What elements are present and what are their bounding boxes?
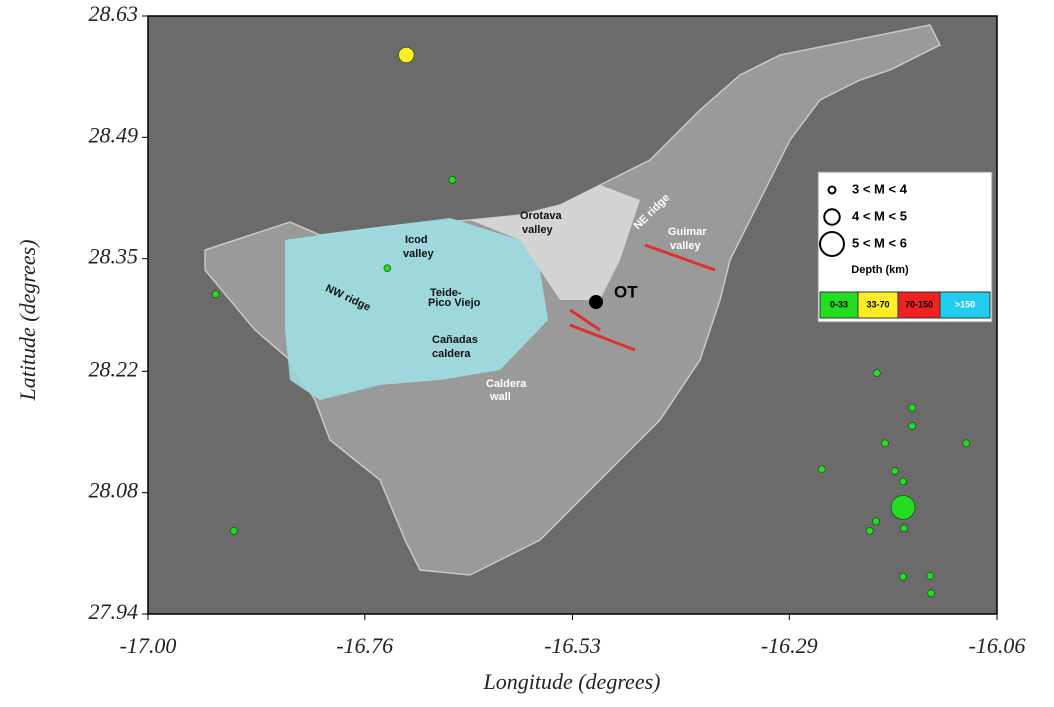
- annotation: valley: [670, 240, 701, 252]
- epicenter: [909, 404, 916, 411]
- epicenter: [873, 370, 880, 377]
- legend-label: 5 < M < 6: [852, 235, 907, 250]
- x-tick-label: -16.76: [336, 633, 393, 658]
- legend-size-marker: [824, 209, 839, 224]
- annotation: Cañadas: [432, 334, 478, 346]
- epicenter: [818, 466, 825, 473]
- legend-label: >150: [955, 299, 975, 309]
- epicenter: [900, 478, 907, 485]
- annotation: Orotava: [520, 210, 562, 222]
- legend-size-marker: [820, 232, 844, 256]
- y-axis-label: Latitude (degrees): [15, 239, 40, 401]
- x-tick-label: -16.06: [969, 633, 1026, 658]
- epicenter: [928, 590, 935, 597]
- y-tick-label: 27.94: [89, 599, 139, 624]
- annotation: valley: [403, 248, 434, 260]
- epicenter: [882, 440, 889, 447]
- x-tick-label: -17.00: [120, 633, 177, 658]
- station-ot: [589, 295, 603, 309]
- epicenter: [963, 440, 970, 447]
- epicenter: [449, 176, 456, 183]
- x-tick-label: -16.29: [761, 633, 818, 658]
- legend-label: 33-70: [866, 299, 889, 309]
- epicenter: [927, 572, 934, 579]
- annotation: Guimar: [668, 226, 707, 238]
- epicenter: [230, 527, 237, 534]
- legend-title: Depth (km): [851, 264, 909, 276]
- epicenter: [384, 265, 391, 272]
- epicenter: [891, 468, 898, 475]
- y-tick-label: 28.22: [89, 356, 139, 381]
- y-tick-label: 28.63: [89, 1, 139, 26]
- y-tick-label: 28.35: [89, 244, 139, 269]
- y-tick-label: 28.49: [89, 122, 139, 147]
- epicenter: [900, 573, 907, 580]
- legend-label: 4 < M < 5: [852, 208, 907, 223]
- annotation: caldera: [432, 348, 471, 360]
- epicenter: [866, 527, 873, 534]
- epicenter: [900, 525, 907, 532]
- annotation: Caldera: [486, 378, 527, 390]
- annotation: Icod: [405, 234, 428, 246]
- x-tick-label: -16.53: [544, 633, 601, 658]
- map-chart: Icod valley Orotava valley NE ridge Guim…: [0, 0, 1054, 702]
- annotation: wall: [489, 391, 511, 403]
- annotation: valley: [522, 224, 553, 236]
- legend-label: 0-33: [830, 299, 848, 309]
- legend-label: 3 < M < 4: [852, 181, 908, 196]
- annotation: Pico Viejo: [428, 297, 481, 309]
- legend-size-marker: [829, 187, 836, 194]
- epicenter: [909, 422, 916, 429]
- epicenter: [891, 495, 915, 519]
- epicenter: [212, 291, 219, 298]
- epicenter: [872, 518, 879, 525]
- legend-label: 70-150: [905, 299, 933, 309]
- y-tick-label: 28.08: [89, 478, 139, 503]
- annotation: OT: [614, 282, 638, 301]
- x-axis-label: Longitude (degrees): [483, 669, 661, 694]
- epicenter: [399, 47, 414, 62]
